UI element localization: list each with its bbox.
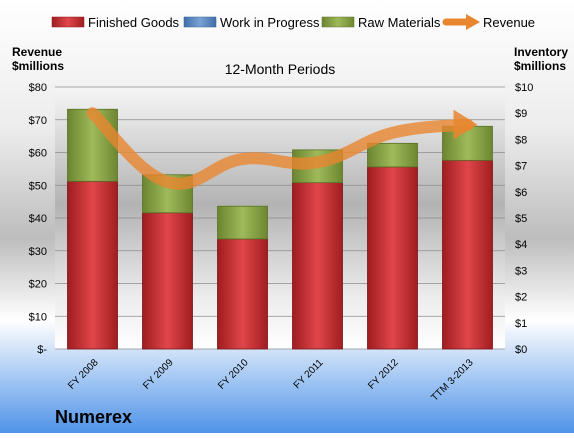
bar-finished-goods xyxy=(143,213,193,349)
left-tick-label: $50 xyxy=(29,180,47,192)
company-name: Numerex xyxy=(55,407,132,427)
legend-label-raw-materials: Raw Materials xyxy=(358,15,441,30)
right-tick-label: $8 xyxy=(515,134,527,146)
right-tick-label: $5 xyxy=(515,213,527,225)
left-tick-label: $40 xyxy=(29,213,47,225)
bar-finished-goods xyxy=(218,239,268,349)
chart-title: 12-Month Periods xyxy=(225,61,336,77)
right-tick-label: $7 xyxy=(515,161,527,173)
right-tick-label: $6 xyxy=(515,187,527,199)
bar-raw-materials xyxy=(218,206,268,239)
legend-swatch-raw-materials xyxy=(322,17,354,27)
right-axis-title-line1: Inventory xyxy=(514,45,568,59)
right-tick-label: $2 xyxy=(515,292,527,304)
left-axis-title-line1: Revenue xyxy=(12,45,62,59)
bar-finished-goods xyxy=(293,183,343,349)
legend-label-finished-goods: Finished Goods xyxy=(88,15,180,30)
legend-label-work-in-progress: Work in Progress xyxy=(220,15,320,30)
bar-finished-goods xyxy=(368,167,418,349)
legend-swatch-finished-goods xyxy=(52,17,84,27)
left-tick-label: $10 xyxy=(29,311,47,323)
left-axis-ticks: $- $10 $20 $30 $40 $50 $60 $70 $80 xyxy=(29,82,48,356)
left-tick-label: $30 xyxy=(29,246,47,258)
left-tick-label: $- xyxy=(37,344,47,356)
legend-swatch-work-in-progress xyxy=(184,17,216,27)
right-axis-title-line2: $millions xyxy=(514,59,566,73)
right-tick-label: $1 xyxy=(515,318,527,330)
left-tick-label: $20 xyxy=(29,279,47,291)
left-tick-label: $70 xyxy=(29,115,47,127)
left-tick-label: $60 xyxy=(29,148,47,160)
right-tick-label: $0 xyxy=(515,344,527,356)
bar-finished-goods xyxy=(68,181,118,349)
left-axis-title-line2: $millions xyxy=(12,59,64,73)
right-tick-label: $10 xyxy=(515,82,533,94)
right-tick-label: $9 xyxy=(515,108,527,120)
legend-label-revenue: Revenue xyxy=(483,15,535,30)
right-tick-label: $3 xyxy=(515,265,527,277)
left-tick-label: $80 xyxy=(29,82,47,94)
right-tick-label: $4 xyxy=(515,239,527,251)
bar-raw-materials xyxy=(368,143,418,167)
bar-finished-goods xyxy=(443,160,493,349)
